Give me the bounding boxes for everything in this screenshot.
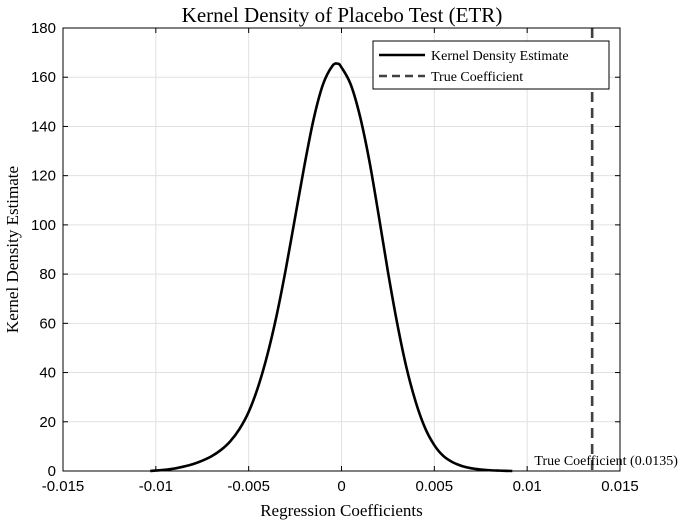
x-tick-label: 0 bbox=[337, 478, 345, 495]
y-tick-label: 120 bbox=[31, 168, 56, 185]
y-tick-label: 140 bbox=[31, 118, 56, 135]
x-axis-ticks: -0.015 -0.01 -0.005 0 0.005 0.01 0.015 bbox=[42, 28, 639, 495]
chart-title: Kernel Density of Placebo Test (ETR) bbox=[182, 3, 503, 27]
x-tick-label: -0.01 bbox=[139, 478, 173, 495]
legend-box bbox=[372, 40, 610, 90]
legend-kde-label: Kernel Density Estimate bbox=[431, 49, 569, 64]
y-tick-label: 180 bbox=[31, 20, 56, 37]
legend: Kernel Density Estimate True Coefficient bbox=[372, 40, 610, 90]
true-coefficient-annotation: True Coefficient (0.0135) bbox=[534, 454, 678, 469]
y-tick-label: 100 bbox=[31, 217, 56, 234]
y-tick-label: 160 bbox=[31, 69, 56, 86]
series-layer bbox=[150, 28, 594, 473]
legend-true-coefficient-label: True Coefficient bbox=[431, 70, 523, 85]
y-tick-label: 60 bbox=[39, 315, 56, 332]
y-tick-label: 40 bbox=[39, 365, 56, 382]
x-tick-label: -0.005 bbox=[227, 478, 270, 495]
x-tick-label: 0.005 bbox=[416, 478, 454, 495]
x-axis-label: Regression Coefficients bbox=[260, 501, 423, 520]
y-tick-label: 0 bbox=[48, 463, 56, 480]
kde-line bbox=[150, 62, 513, 473]
x-tick-label: -0.015 bbox=[42, 478, 85, 495]
y-tick-label: 80 bbox=[39, 266, 56, 283]
y-axis-label: Kernel Density Estimate bbox=[3, 166, 22, 333]
x-tick-label: 0.01 bbox=[513, 478, 542, 495]
y-tick-label: 20 bbox=[39, 414, 56, 431]
y-axis-ticks: 0 20 40 60 80 100 120 140 160 180 bbox=[31, 20, 620, 480]
x-tick-label: 0.015 bbox=[601, 478, 639, 495]
